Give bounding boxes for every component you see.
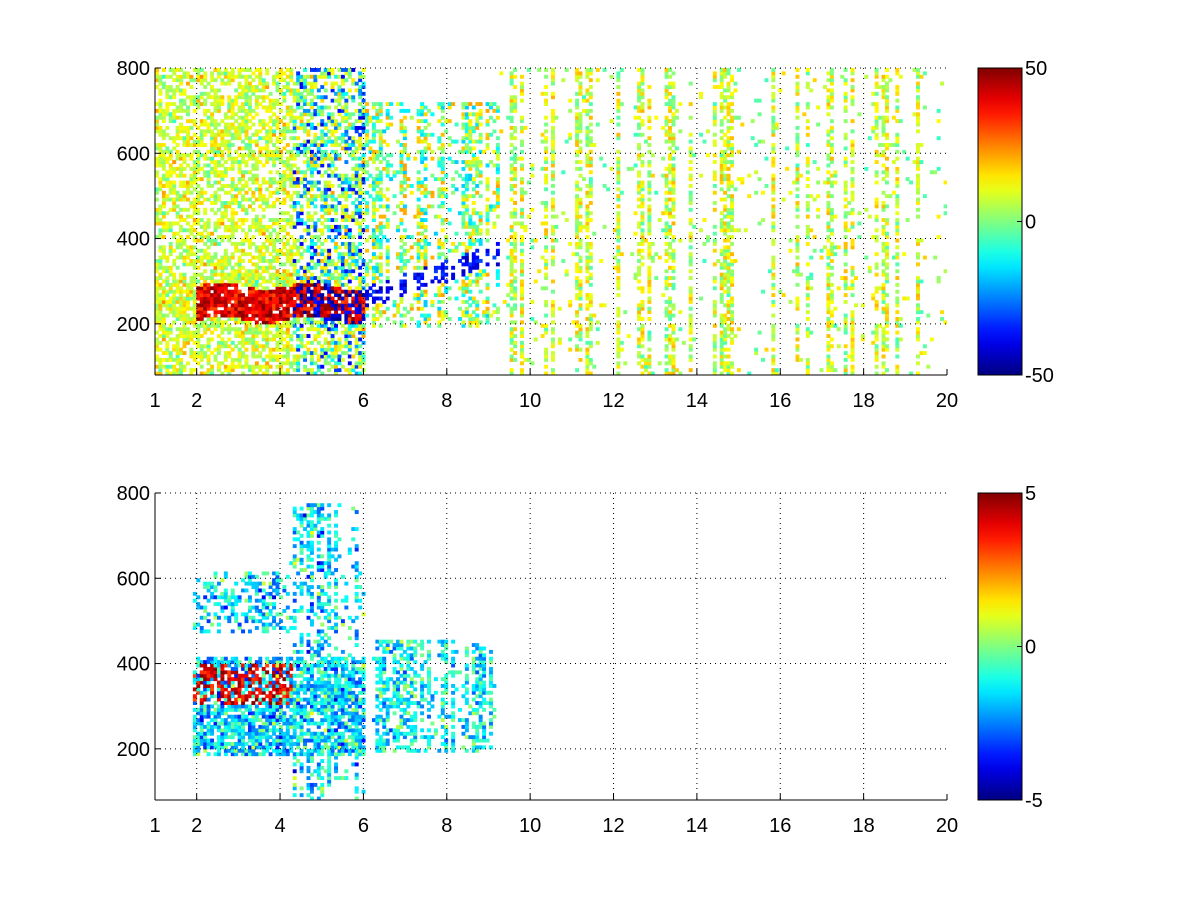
x-tick-label: 2 (191, 815, 202, 837)
y-tick-label: 600 (117, 143, 150, 165)
colorbar: 50 0 -50 (977, 58, 1054, 387)
colorbar-tick-label: -50 (1025, 365, 1054, 387)
x-tick-label: 20 (936, 815, 958, 837)
y-tick-label: 600 (117, 568, 150, 590)
plot-area (155, 493, 947, 800)
x-tick-label: 6 (358, 390, 369, 412)
x-tick-label: 12 (602, 815, 624, 837)
y-tick-label: 200 (117, 314, 150, 336)
colorbar-tick-label: 0 (1025, 212, 1036, 234)
x-tick-label: 8 (441, 390, 452, 412)
colorbar-tick-label: -5 (1025, 790, 1043, 812)
x-tick-label: 10 (519, 390, 541, 412)
x-tick-label: 18 (853, 390, 875, 412)
x-tick-label: 1 (149, 815, 160, 837)
x-tick-label: 14 (686, 815, 708, 837)
x-tick-label: 16 (769, 390, 791, 412)
x-tick-label: 12 (602, 390, 624, 412)
x-tick-label: 16 (769, 815, 791, 837)
x-tick-label: 1 (149, 390, 160, 412)
heatmap-cells (155, 68, 947, 375)
x-tick-label: 14 (686, 390, 708, 412)
y-tick-label: 200 (117, 739, 150, 761)
x-tick-label: 18 (853, 815, 875, 837)
grid-lines (155, 492, 947, 800)
x-tick-label: 6 (358, 815, 369, 837)
heatmap-cells (192, 503, 497, 800)
y-tick-label: 800 (117, 483, 150, 505)
colorbar: 5 0 -5 (977, 483, 1043, 812)
x-tick-label: 10 (519, 815, 541, 837)
x-tick-label: 8 (441, 815, 452, 837)
grid-lines (155, 67, 947, 375)
colorbar-tick-label: 5 (1025, 483, 1036, 505)
x-tick-label: 4 (274, 390, 285, 412)
y-tick-label: 400 (117, 654, 150, 676)
y-tick-label: 800 (117, 58, 150, 80)
colorbar-tick-label: 0 (1025, 637, 1036, 659)
y-tick-label: 400 (117, 229, 150, 251)
x-tick-label: 20 (936, 390, 958, 412)
x-tick-label: 2 (191, 390, 202, 412)
colorbar-tick-label: 50 (1025, 58, 1047, 80)
x-tick-label: 4 (274, 815, 285, 837)
